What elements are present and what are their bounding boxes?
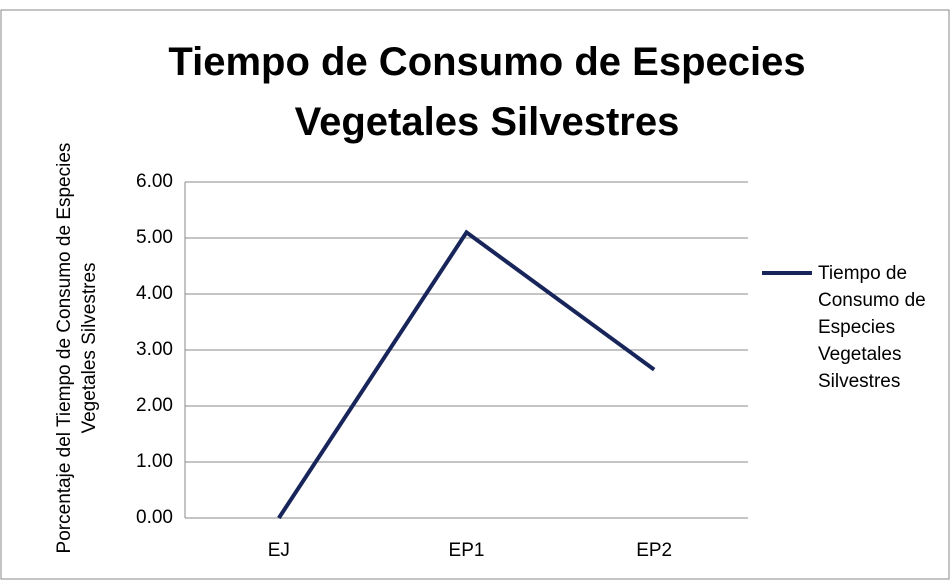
legend-label: Tiempo de Consumo de Especies Vegetales … — [818, 263, 926, 392]
y-tick-label: 5.00 — [136, 227, 173, 248]
x-tick-label: EP2 — [636, 540, 672, 561]
y-tick-label: 2.00 — [136, 395, 173, 416]
y-tick-label: 4.00 — [136, 283, 173, 304]
x-tick-label: EP1 — [449, 540, 485, 561]
chart-title: Tiempo de Consumo de Especies Vegetales … — [168, 40, 806, 144]
y-tick-label: 1.00 — [136, 451, 173, 472]
y-axis-label: Porcentaje del Tiempo de Consumo de Espe… — [54, 142, 100, 554]
chart-border — [0, 9, 950, 580]
y-tick-label: 6.00 — [136, 171, 173, 192]
x-tick-label: EJ — [268, 540, 290, 561]
y-tick-label: 0.00 — [136, 507, 173, 528]
y-tick-label: 3.00 — [136, 339, 173, 360]
data-line — [277, 229, 656, 520]
